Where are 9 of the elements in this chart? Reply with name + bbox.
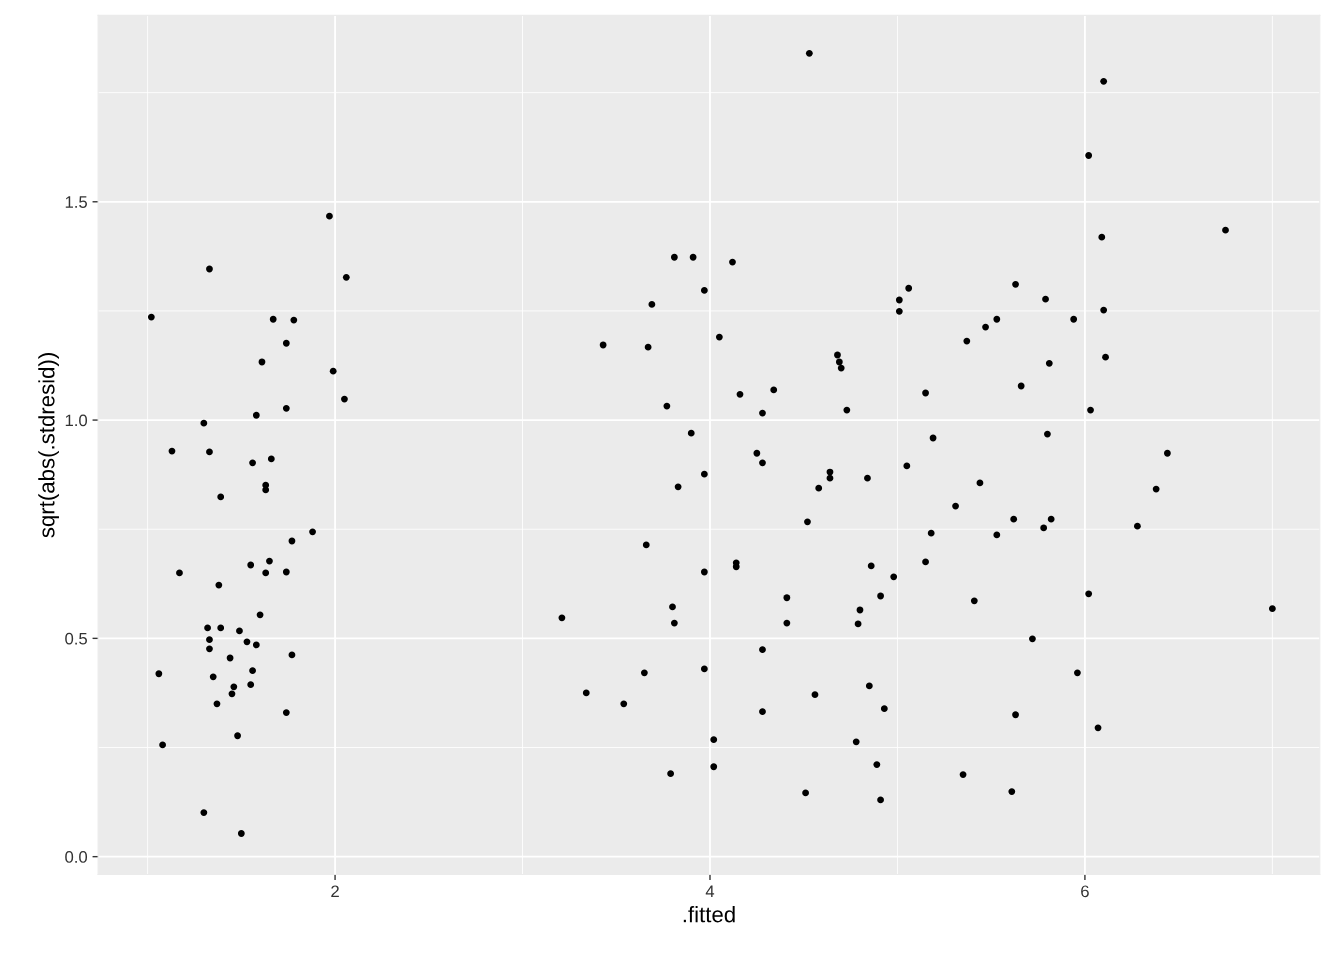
x-tick-label: 6 — [1081, 885, 1089, 898]
y-tick-label: 1.5 — [65, 196, 87, 208]
y-tick-label: 1.0 — [65, 414, 88, 427]
y-axis-title: sqrt(abs(.stdresid)) — [38, 353, 59, 538]
y-tick-label: 0.0 — [65, 851, 88, 863]
x-tick-label: 2 — [331, 885, 339, 898]
x-tick-label: 4 — [705, 885, 715, 898]
y-tick-label: 0.5 — [65, 632, 87, 645]
x-axis-title: .fitted — [683, 906, 735, 923]
